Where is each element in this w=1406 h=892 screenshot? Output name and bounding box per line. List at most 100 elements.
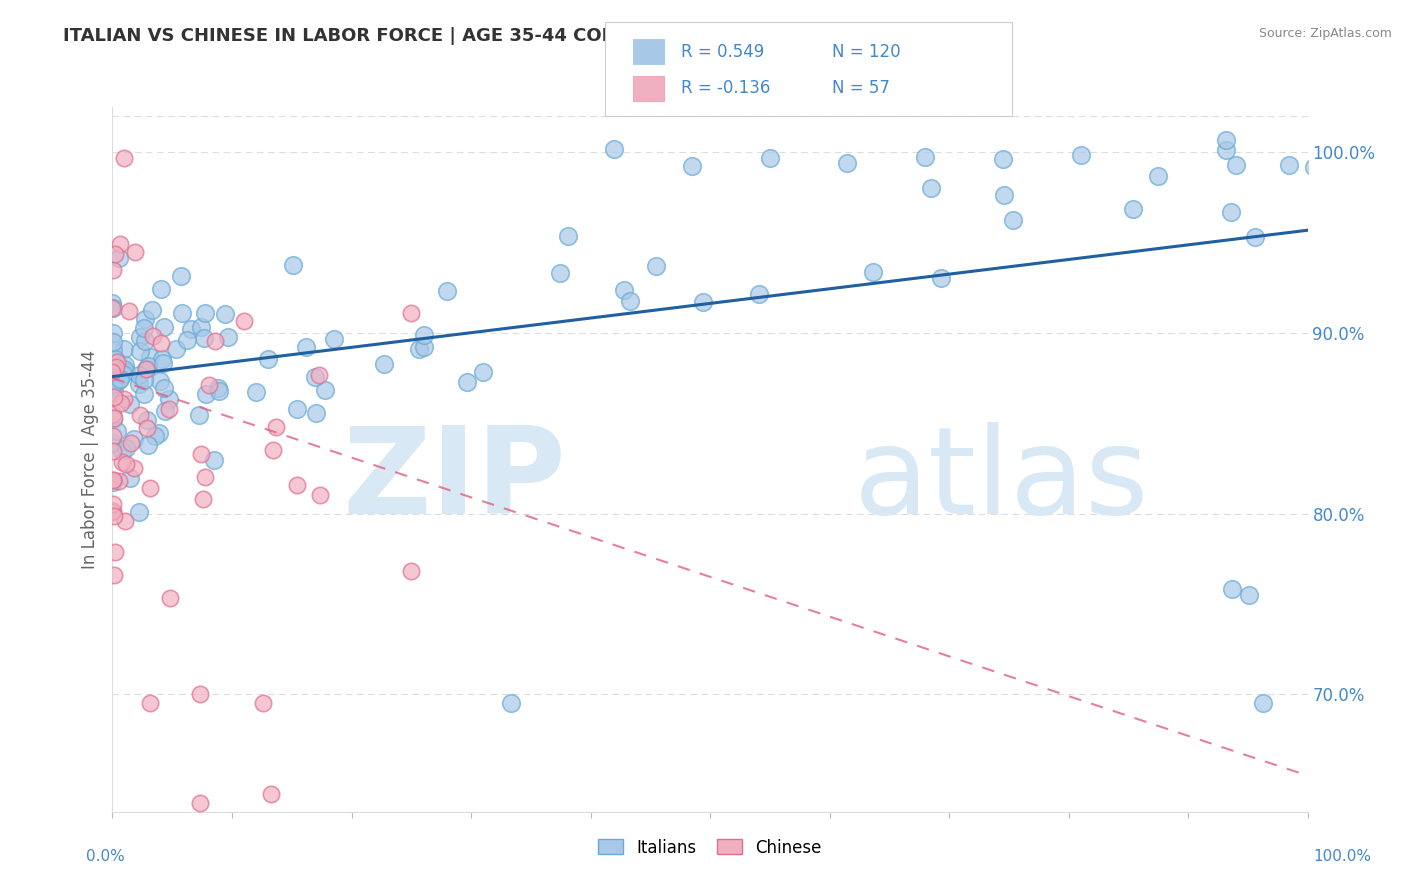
- Point: [308, 368, 330, 382]
- Point: [149, 335, 172, 350]
- Point: [170, 305, 193, 319]
- Point: [101, 407, 124, 421]
- Point: [262, 442, 284, 457]
- Text: N = 57: N = 57: [832, 79, 890, 97]
- Point: [128, 505, 150, 519]
- Point: [188, 408, 211, 422]
- Text: atlas: atlas: [853, 422, 1149, 539]
- Point: [149, 282, 172, 296]
- Point: [190, 447, 212, 461]
- Point: [103, 508, 125, 523]
- Point: [101, 504, 124, 518]
- Text: ITALIAN VS CHINESE IN LABOR FORCE | AGE 35-44 CORRELATION CHART: ITALIAN VS CHINESE IN LABOR FORCE | AGE …: [63, 27, 789, 45]
- Text: Source: ZipAtlas.com: Source: ZipAtlas.com: [1258, 27, 1392, 40]
- Point: [139, 481, 162, 495]
- Point: [149, 374, 172, 388]
- Point: [557, 229, 579, 244]
- Point: [991, 152, 1014, 166]
- Point: [748, 287, 770, 301]
- Point: [103, 411, 125, 425]
- Point: [457, 376, 479, 390]
- Point: [373, 358, 395, 372]
- Point: [257, 352, 280, 367]
- Point: [101, 376, 124, 391]
- Point: [1302, 160, 1324, 174]
- Point: [202, 452, 225, 467]
- Point: [111, 368, 134, 382]
- Point: [107, 474, 129, 488]
- Point: [114, 359, 136, 373]
- Point: [193, 492, 215, 507]
- Point: [103, 371, 125, 385]
- Point: [101, 436, 124, 450]
- Point: [153, 381, 176, 395]
- Point: [112, 342, 135, 356]
- Point: [101, 301, 124, 316]
- Point: [1220, 582, 1243, 597]
- Point: [170, 268, 193, 283]
- Point: [101, 365, 124, 379]
- Point: [413, 340, 436, 354]
- Point: [408, 342, 430, 356]
- Point: [309, 487, 332, 501]
- Point: [295, 340, 318, 354]
- Point: [115, 458, 138, 472]
- Point: [114, 514, 136, 528]
- Point: [1215, 144, 1237, 158]
- Point: [157, 401, 180, 416]
- Point: [214, 307, 236, 321]
- Point: [114, 361, 136, 376]
- Text: ZIP: ZIP: [343, 422, 567, 539]
- Point: [148, 426, 170, 441]
- Point: [103, 373, 125, 387]
- Point: [208, 384, 231, 398]
- Point: [108, 251, 131, 265]
- Point: [914, 150, 936, 164]
- Point: [124, 461, 146, 475]
- Point: [1225, 157, 1247, 171]
- Point: [110, 372, 132, 386]
- Point: [132, 320, 155, 334]
- Point: [141, 303, 163, 318]
- Point: [759, 152, 782, 166]
- Point: [139, 696, 162, 710]
- Point: [218, 330, 240, 344]
- Point: [993, 187, 1015, 202]
- Point: [264, 420, 287, 434]
- Point: [471, 365, 494, 379]
- Point: [603, 143, 626, 157]
- Point: [837, 156, 859, 170]
- Point: [118, 304, 141, 318]
- Point: [285, 402, 308, 417]
- Text: R = 0.549: R = 0.549: [681, 43, 763, 61]
- Point: [132, 387, 155, 401]
- Point: [1215, 134, 1237, 148]
- Point: [101, 301, 124, 315]
- Point: [129, 330, 152, 344]
- Point: [105, 355, 128, 369]
- Point: [143, 429, 166, 443]
- Point: [104, 352, 127, 367]
- Point: [862, 265, 884, 279]
- Point: [153, 319, 176, 334]
- Point: [136, 421, 159, 435]
- Point: [105, 424, 128, 438]
- Point: [194, 470, 217, 484]
- Point: [101, 262, 124, 277]
- Point: [134, 312, 156, 326]
- Point: [150, 351, 173, 366]
- Point: [142, 328, 165, 343]
- Point: [135, 361, 157, 376]
- Point: [548, 266, 571, 280]
- Point: [165, 342, 187, 356]
- Point: [104, 376, 127, 391]
- Point: [129, 409, 152, 423]
- Point: [120, 471, 142, 485]
- Point: [1251, 696, 1274, 710]
- Point: [501, 696, 523, 710]
- Point: [101, 380, 124, 394]
- Point: [1219, 204, 1241, 219]
- Point: [188, 687, 211, 701]
- Point: [110, 396, 132, 410]
- Point: [101, 429, 124, 443]
